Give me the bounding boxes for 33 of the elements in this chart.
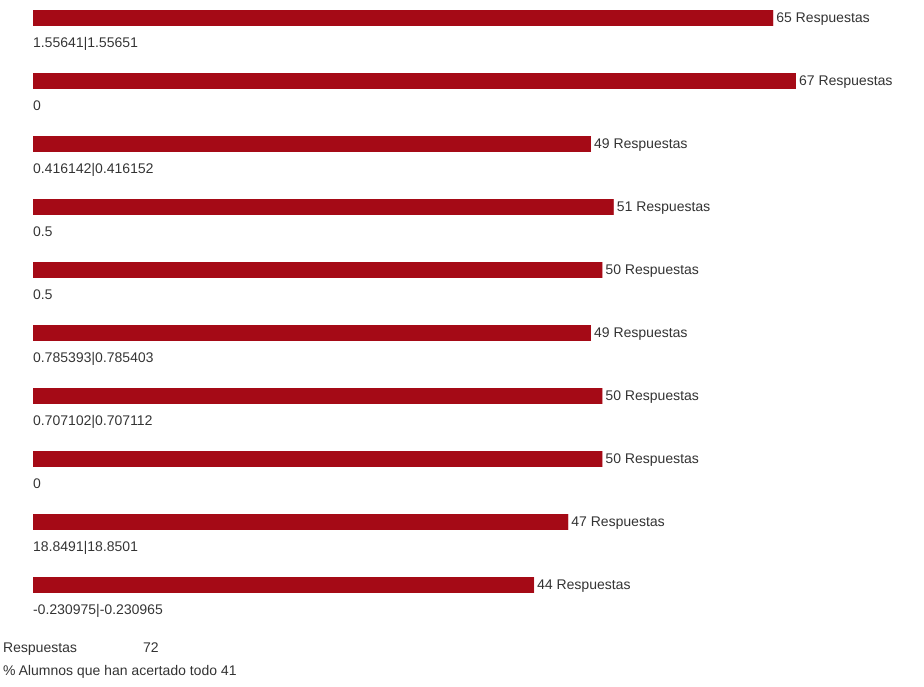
y-tick-label: 0.5 [33,223,53,239]
bar [33,388,602,404]
data-label: 51 Respuestas [616,198,710,214]
y-tick-label: 0 [33,97,41,113]
y-tick-label: 0 [33,475,41,491]
data-label: 49 Respuestas [594,135,688,151]
y-tick-label: 0.785393|0.785403 [33,349,154,365]
data-label: 65 Respuestas [776,9,870,25]
bar [33,73,796,89]
data-label: 49 Respuestas [594,324,688,340]
y-tick-label: -0.230975|-0.230965 [33,601,163,617]
annotation: 72 [143,639,159,655]
y-tick-label: 0.707102|0.707112 [33,412,153,428]
y-tick-label: 0.416142|0.416152 [33,160,154,176]
data-label: 44 Respuestas [537,576,630,592]
y-tick-label: 18.8491|18.8501 [33,538,138,554]
data-label: 50 Respuestas [605,261,699,277]
annotation: Respuestas [3,639,77,655]
data-label: 47 Respuestas [571,513,665,529]
data-label: 50 Respuestas [605,387,699,403]
text: % Alumnos que han acertado todo 41 [3,662,237,678]
bar [33,10,774,26]
bar [33,136,592,152]
data-label: 50 Respuestas [605,450,699,466]
bar [33,577,534,593]
bar [33,451,602,467]
bar [33,262,602,278]
bar [33,514,568,530]
bar [33,325,592,341]
y-tick-label: 1.55641|1.55651 [33,34,138,50]
y-tick-label: 0.5 [33,286,53,302]
bar [33,199,614,215]
data-label: 67 Respuestas [799,72,892,88]
